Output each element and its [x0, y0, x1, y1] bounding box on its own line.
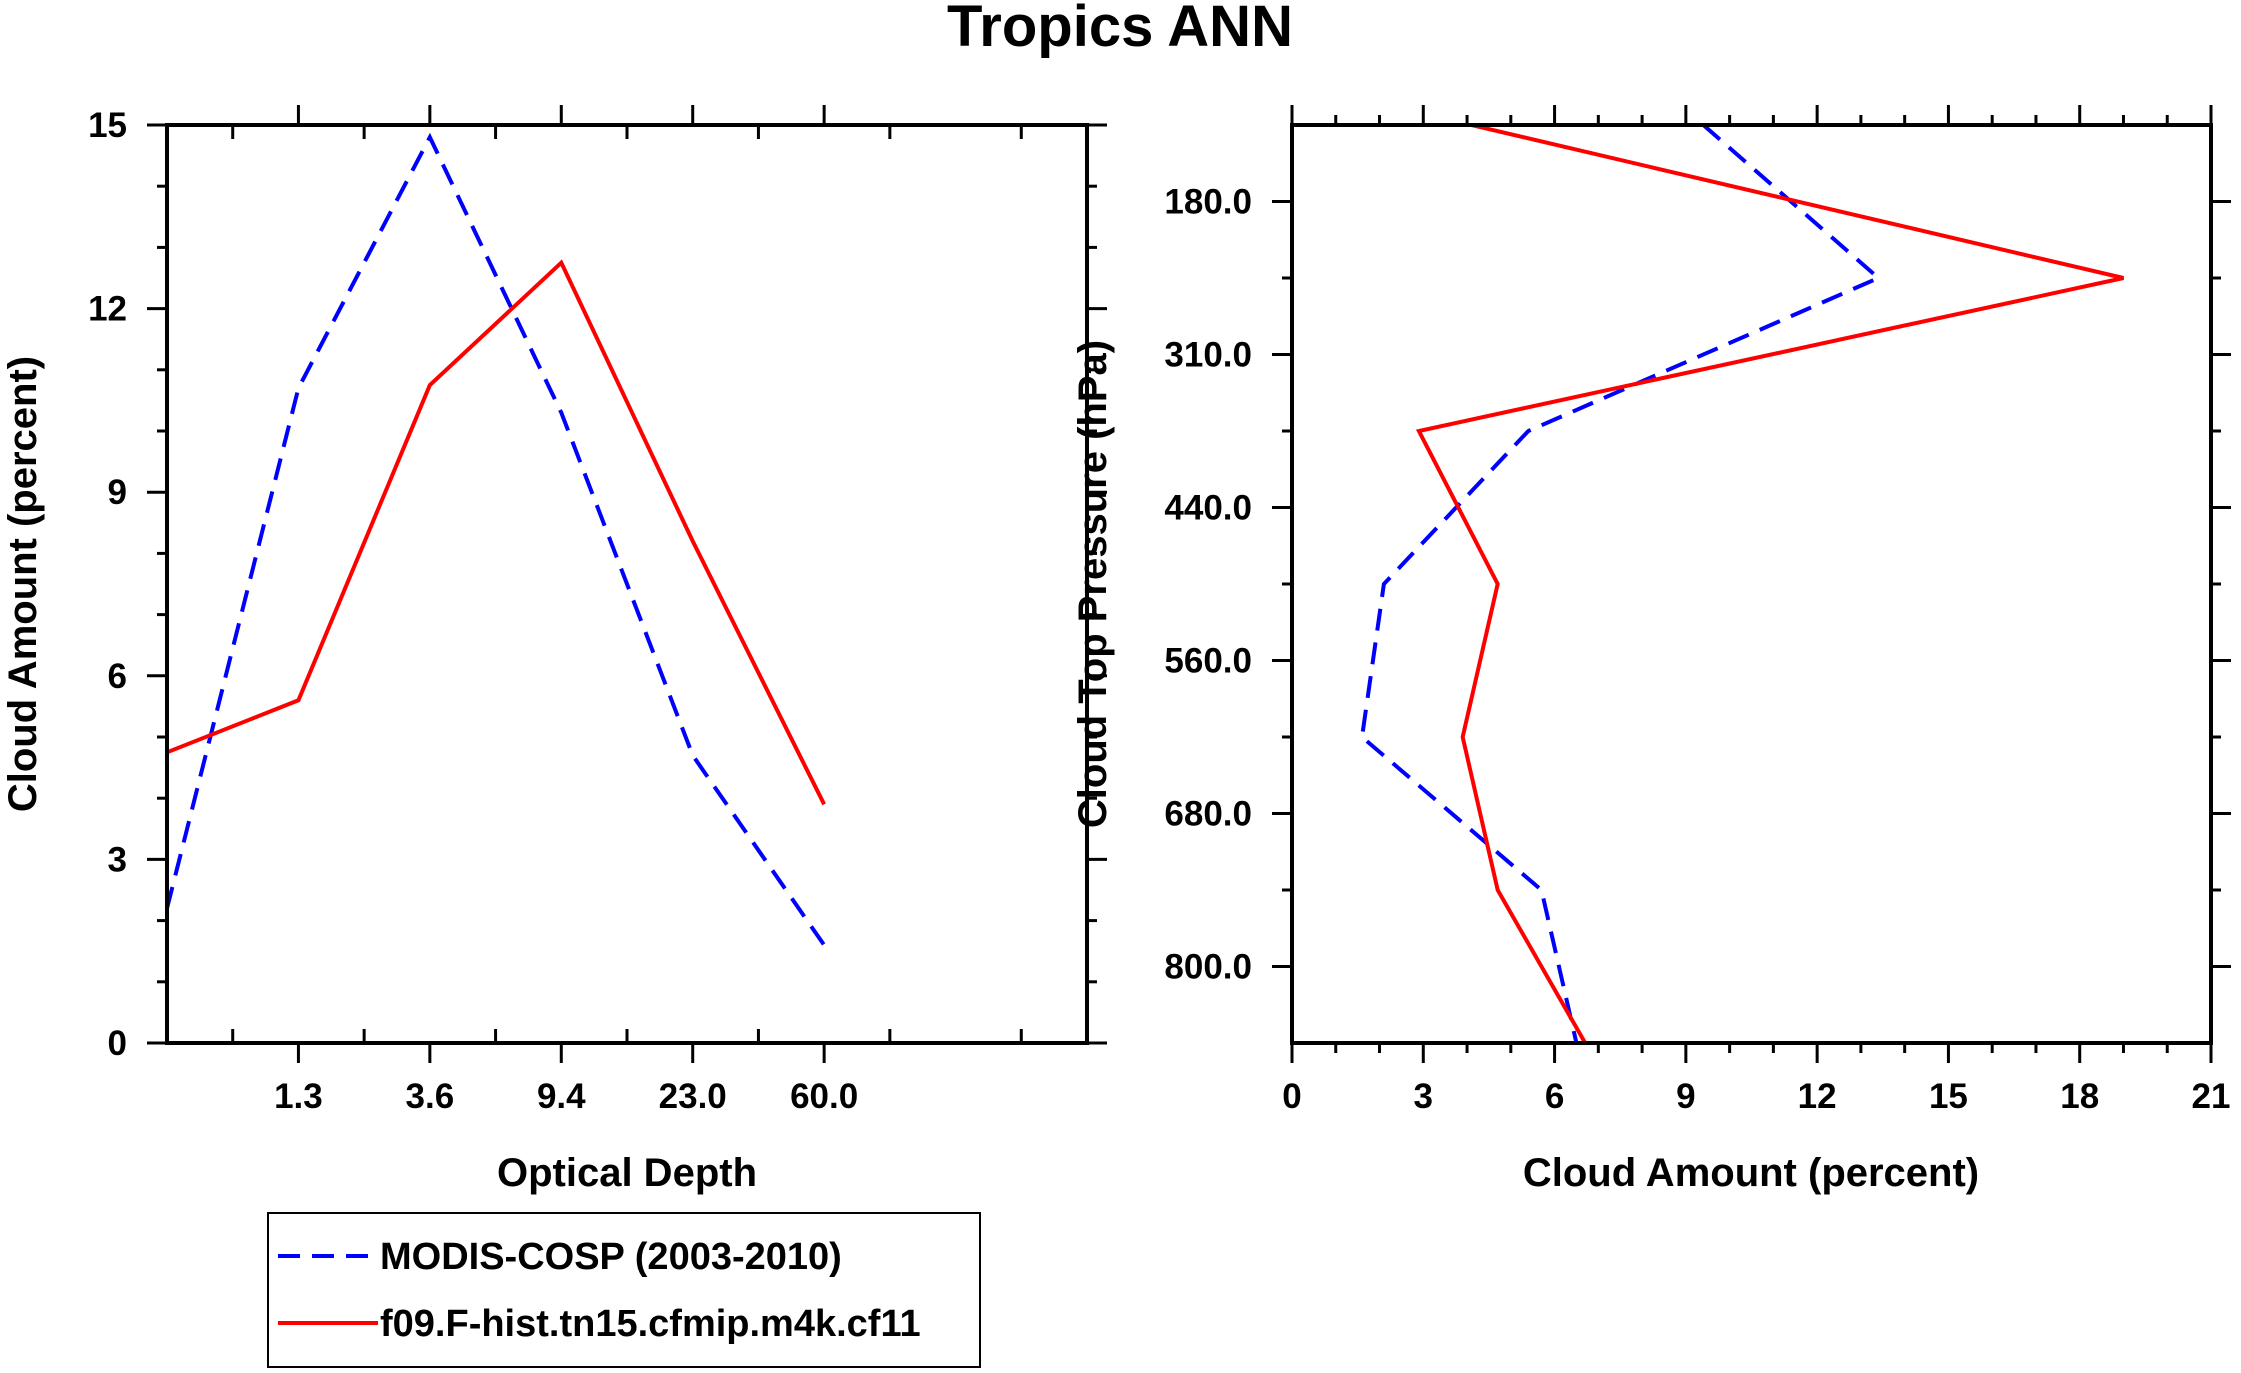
- left-y-tick-label: 3: [108, 840, 127, 879]
- left-y-tick-label: 15: [88, 106, 127, 145]
- right-y-tick-label: 440.0: [1164, 489, 1252, 528]
- legend: MODIS-COSP (2003-2010) f09.F-hist.tn15.c…: [267, 1212, 981, 1368]
- left-y-tick-label: 0: [108, 1024, 127, 1063]
- left-series-model: [166, 259, 826, 806]
- left-x-tick-label: 1.3: [274, 1077, 323, 1116]
- legend-box: [267, 1212, 981, 1368]
- right-x-tick-label: 3: [1414, 1077, 1433, 1116]
- right-x-tick-label: 6: [1545, 1077, 1564, 1116]
- right-series-modis: [1359, 123, 1883, 1044]
- legend-label-model: f09.F-hist.tn15.cfmip.m4k.cf11: [380, 1303, 921, 1345]
- right-y-tick-label: 180.0: [1164, 183, 1252, 222]
- right-x-tick-label: 9: [1676, 1077, 1695, 1116]
- left-y-tick-label: 12: [88, 290, 127, 329]
- legend-label-modis: MODIS-COSP (2003-2010): [380, 1236, 842, 1278]
- right-y-tick-label: 560.0: [1164, 642, 1252, 681]
- panel-cloud-top-pressure: 0 3 6 9 12 15 18 21 180.0 310.0 440.0 560.0 680.0 800…: [1071, 105, 2231, 1195]
- right-x-tick-label: 12: [1798, 1077, 1837, 1116]
- left-x-axis-label: Optical Depth: [497, 1151, 757, 1195]
- left-y-axis-label: Cloud Amount (percent): [1, 356, 45, 812]
- left-plot-frame: [165, 123, 1089, 1045]
- right-x-axis-label: Cloud Amount (percent): [1523, 1151, 1979, 1195]
- right-y-tick-label: 310.0: [1164, 336, 1252, 375]
- left-x-tick-label: 3.6: [406, 1077, 455, 1116]
- right-plot-frame: [1290, 123, 2213, 1045]
- left-y-tick-label: 9: [108, 473, 127, 512]
- chart-title: Tropics ANN: [947, 0, 1293, 59]
- left-x-tick-label: 23.0: [659, 1077, 727, 1116]
- right-series-model: [1415, 123, 2124, 1044]
- right-x-tick-label: 15: [1929, 1077, 1968, 1116]
- right-x-tick-label: 18: [2060, 1077, 2099, 1116]
- right-x-tick-label: 21: [2192, 1077, 2231, 1116]
- right-y-tick-label: 680.0: [1164, 795, 1252, 834]
- right-y-tick-label: 800.0: [1164, 948, 1252, 987]
- right-y-axis-label: Cloud Top Pressure (hPa): [1071, 340, 1115, 828]
- left-y-tick-label: 6: [108, 657, 127, 696]
- right-x-tick-label: 0: [1282, 1077, 1301, 1116]
- left-x-tick-label: 60.0: [790, 1077, 858, 1116]
- left-x-tick-label: 9.4: [537, 1077, 586, 1116]
- left-series-modis: [165, 132, 826, 947]
